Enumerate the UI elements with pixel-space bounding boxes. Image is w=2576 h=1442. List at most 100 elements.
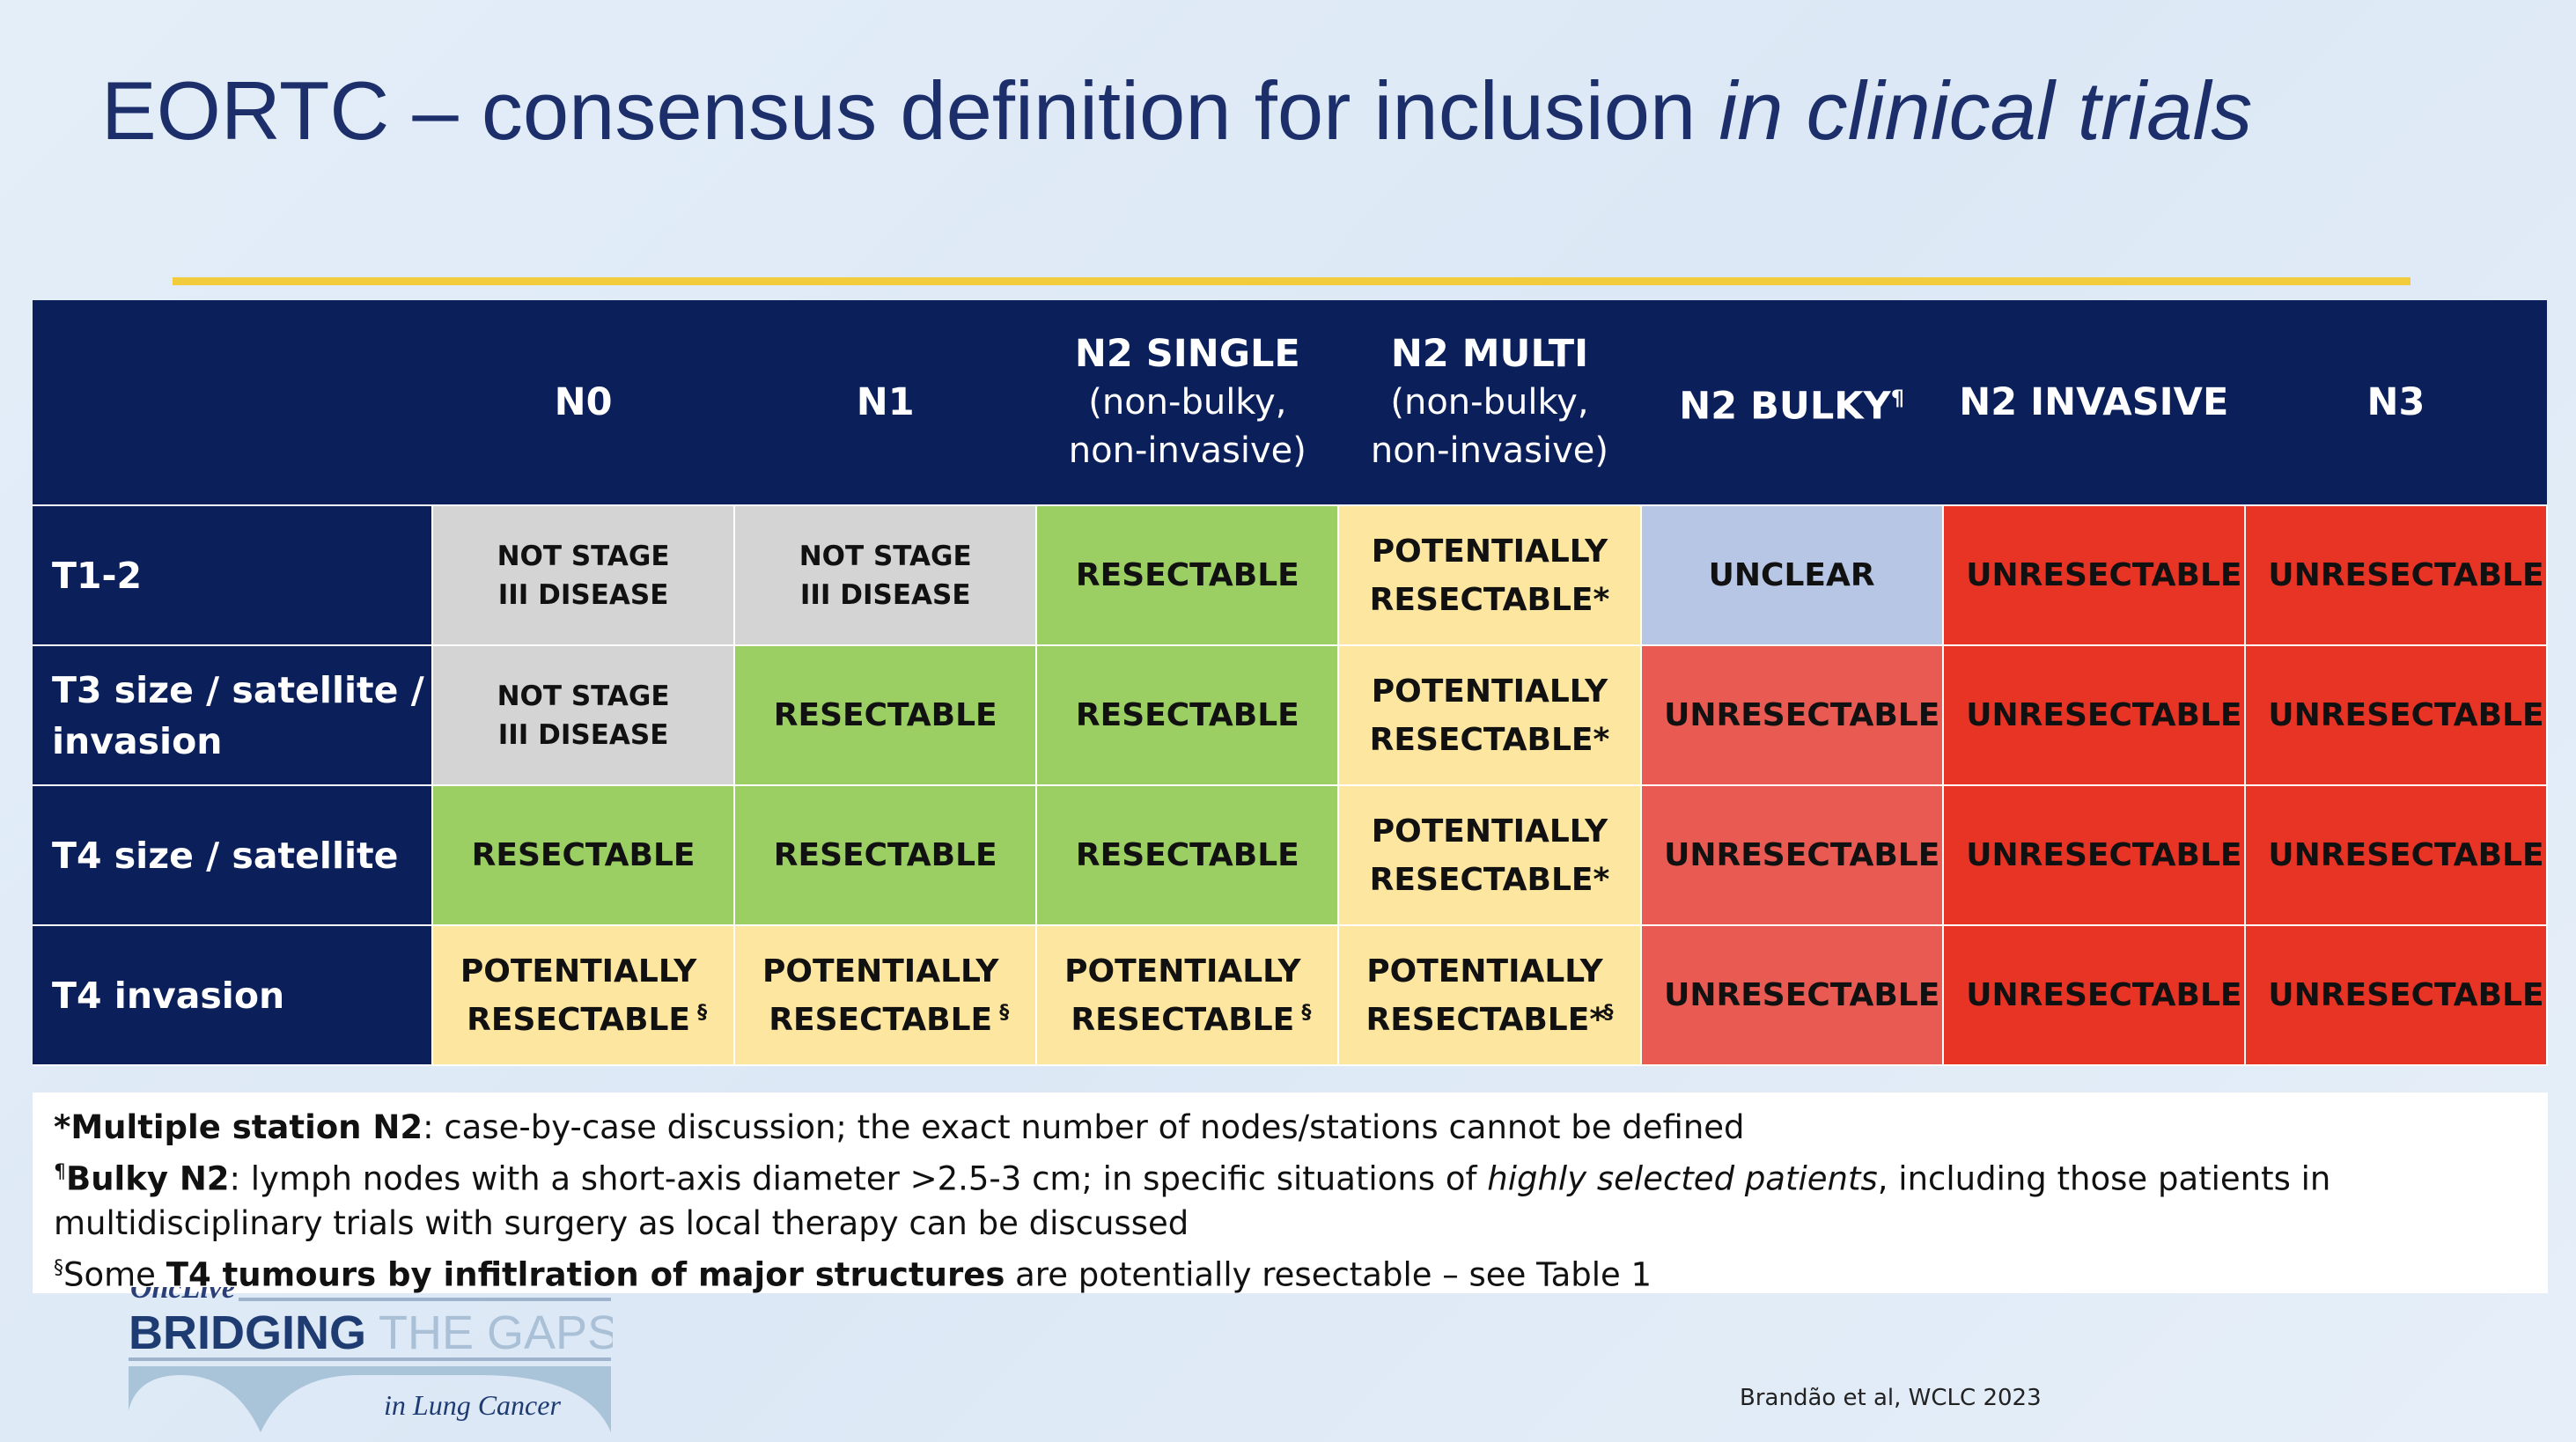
title-main: EORTC – consensus definition for inclusi… [101,64,1719,157]
cell-text: UNRESECTABLE [1664,697,1940,733]
column-sublabel: (non-bulky, non-invasive) [1370,381,1609,471]
title-italic: in clinical trials [1719,64,2253,157]
table-cell: UNRESECTABLE [1941,504,2246,646]
cell-text: NOT STAGE III DISEASE [497,540,670,611]
table-cell: UNRESECTABLE [1941,784,2246,926]
cell-text: UNRESECTABLE [1966,697,2242,733]
table-row: T4 size / satellite RESECTABLE RESECTABLE R… [33,784,2549,926]
resectability-table: N0 N1 N2 SINGLE (non-bulky, non-invasive) N2… [33,300,2549,1066]
header-row: N0 N1 N2 SINGLE (non-bulky, non-invasive) N2… [33,300,2547,506]
table-cell: RESECTABLE [1035,644,1340,786]
cell-sup: § [999,1001,1010,1024]
cell-text: POTENTIALLY RESECTABLE* [1365,953,1607,1038]
table-cell: POTENTIALLY RESECTABLE* [1337,504,1642,646]
table-cell: UNRESECTABLE [1941,924,2246,1066]
cell-text: POTENTIALLY RESECTABLE* [1369,673,1610,758]
table-cell: UNRESECTABLE [2243,784,2549,926]
cell-text: NOT STAGE III DISEASE [799,540,972,611]
footnote-t4: §Some T4 tumours by infitlration of majo… [54,1255,1652,1294]
table-row: T1-2 NOT STAGE III DISEASE NOT STAGE III D… [33,504,2549,646]
cell-text: POTENTIALLY RESECTABLE* [1369,533,1610,618]
table-cell: POTENTIALLY RESECTABLE*§ [1337,924,1642,1066]
cell-text: POTENTIALLY RESECTABLE [762,953,999,1038]
cell-text: RESECTABLE [1075,557,1299,593]
column-header: N2 MULTI (non-bulky, non-invasive) [1338,300,1641,506]
column-header: N2 SINGLE (non-bulky, non-invasive) [1036,300,1339,506]
table-cell: UNRESECTABLE [2243,504,2549,646]
citation: Brandão et al, WCLC 2023 [1740,1385,2042,1411]
cell-text: UNRESECTABLE [2268,557,2544,593]
footnote-multiple-n2: *Multiple station N2: case-by-case discu… [54,1108,1745,1146]
footnote-bulky-n2: ¶Bulky N2: lymph nodes with a short-axis… [54,1159,2331,1243]
cell-text: RESECTABLE [773,837,997,873]
table-cell: NOT STAGE III DISEASE [431,504,736,646]
cell-text: UNRESECTABLE [2268,837,2544,873]
cell-text: POTENTIALLY RESECTABLE [460,953,697,1038]
column-sublabel: (non-bulky, non-invasive) [1068,381,1306,471]
table-cell: UNCLEAR [1639,504,1944,646]
cell-text: UNRESECTABLE [1664,977,1940,1013]
row-header: T4 size / satellite [33,784,433,926]
column-label: N2 BULKY [1679,384,1891,429]
table-row: T3 size / satellite / invasion NOT STAGE … [33,644,2549,786]
row-header: T3 size / satellite / invasion [33,644,433,786]
cell-text: UNCLEAR [1708,557,1875,593]
table-cell: UNRESECTABLE [1639,784,1944,926]
cell-text: POTENTIALLY RESECTABLE* [1369,813,1610,898]
row-header: T4 invasion [33,924,433,1066]
cell-text: UNRESECTABLE [1966,557,2242,593]
table-cell: RESECTABLE [1035,784,1340,926]
table-cell: POTENTIALLY RESECTABLE* [1337,784,1642,926]
cell-text: UNRESECTABLE [1664,837,1940,873]
header-corner [33,300,432,506]
table-cell: UNRESECTABLE [2243,644,2549,786]
table-cell: NOT STAGE III DISEASE [733,504,1038,646]
column-label: N2 SINGLE [1074,331,1300,376]
row-header: T1-2 [33,504,433,646]
table-cell: UNRESECTABLE [2243,924,2549,1066]
footnotes: *Multiple station N2: case-by-case discu… [33,1093,2548,1294]
table-cell: POTENTIALLY RESECTABLE § [733,924,1038,1066]
title-underline [173,277,2410,285]
cell-text: RESECTABLE [1075,697,1299,733]
logo-the-gaps: THE GAPS [366,1306,613,1359]
table-cell: NOT STAGE III DISEASE [431,644,736,786]
svg-text:BRIDGING THE GAPS: BRIDGING THE GAPS [129,1306,613,1359]
column-label: N2 MULTI [1390,331,1589,376]
cell-text: RESECTABLE [471,837,696,873]
cell-text: POTENTIALLY RESECTABLE [1064,953,1301,1038]
table-cell: RESECTABLE [1035,504,1340,646]
column-header: N2 BULKY¶ [1640,300,1943,506]
logo-onclive: OncLive [130,1287,235,1305]
cell-sup: § [697,1001,708,1024]
column-label: N3 [2366,379,2425,424]
table-cell: RESECTABLE [431,784,736,926]
column-header: N1 [734,300,1037,506]
cell-text: RESECTABLE [773,697,997,733]
table-cell: UNRESECTABLE [1639,644,1944,786]
column-label: N1 [856,379,915,424]
cell-text: UNRESECTABLE [2268,697,2544,733]
table-cell: UNRESECTABLE [1941,644,2246,786]
column-sup: ¶ [1890,385,1904,410]
bridging-the-gaps-logo: OncLive BRIDGING THE GAPS in Lung Cancer [129,1287,613,1432]
table-row: T4 invasion POTENTIALLY RESECTABLE § POTENT… [33,924,2549,1066]
logo-bridging: BRIDGING [129,1306,366,1359]
table-cell: POTENTIALLY RESECTABLE § [1035,924,1340,1066]
table-cell: POTENTIALLY RESECTABLE* [1337,644,1642,786]
table-cell: RESECTABLE [733,784,1038,926]
logo-in-lung-cancer: in Lung Cancer [384,1389,561,1421]
table-cell: POTENTIALLY RESECTABLE § [431,924,736,1066]
column-label: N0 [554,379,613,424]
table-cell: UNRESECTABLE [1639,924,1944,1066]
cell-text: UNRESECTABLE [1966,977,2242,1013]
cell-text: UNRESECTABLE [1966,837,2242,873]
column-header: N0 [432,300,735,506]
cell-text: UNRESECTABLE [2268,977,2544,1013]
slide-title: EORTC – consensus definition for inclusi… [101,63,2252,158]
cell-text: RESECTABLE [1075,837,1299,873]
column-header: N3 [2244,300,2547,506]
table-cell: RESECTABLE [733,644,1038,786]
cell-text: NOT STAGE III DISEASE [497,680,670,751]
column-header: N2 INVASIVE [1942,300,2245,506]
